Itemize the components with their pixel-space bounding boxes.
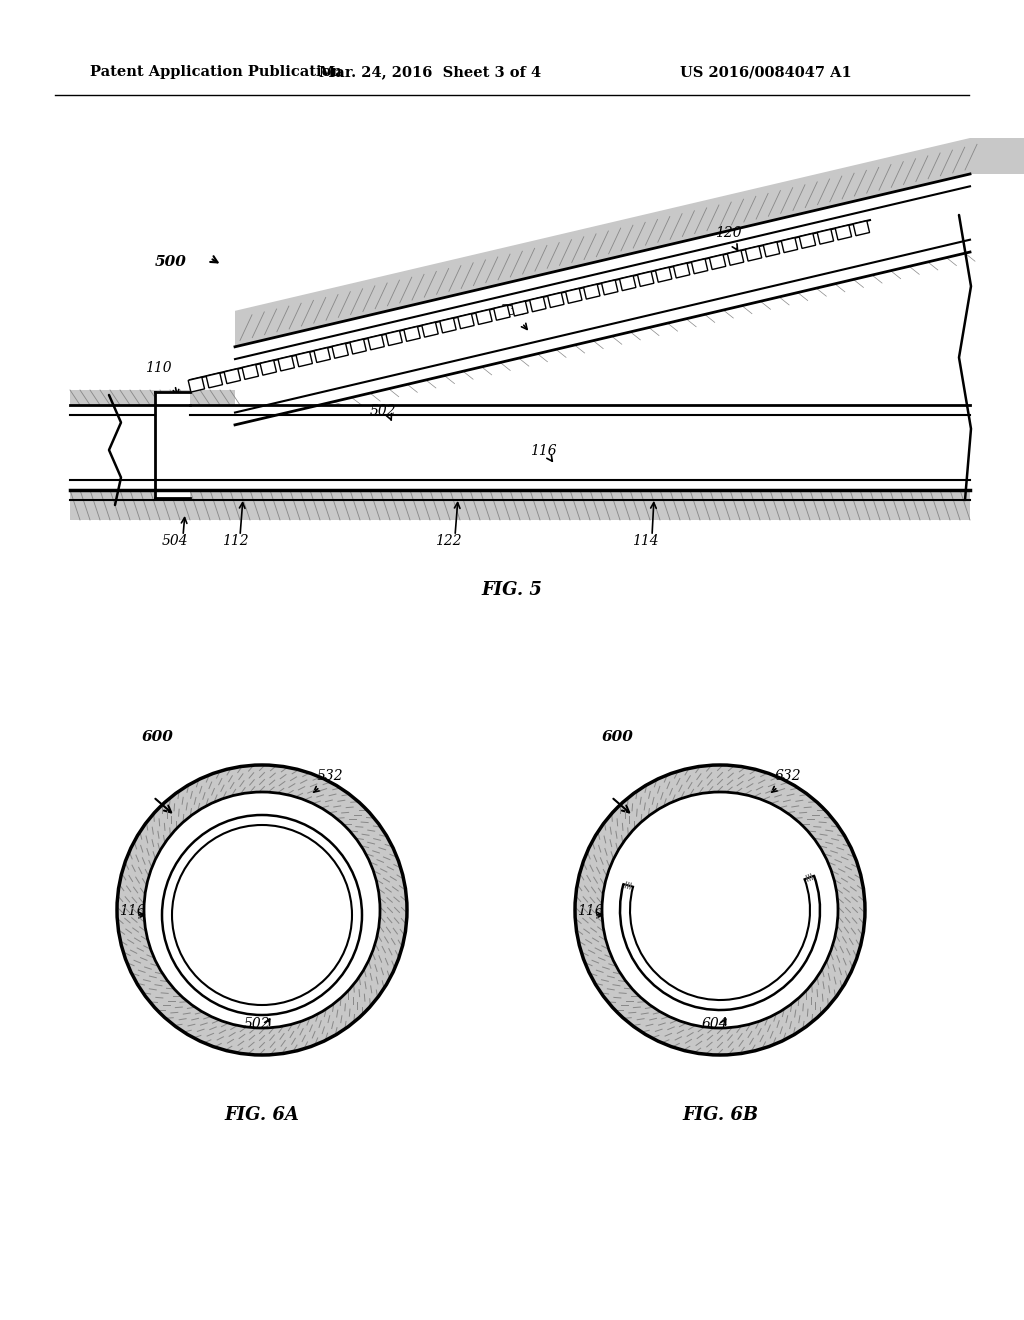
Polygon shape	[565, 289, 582, 304]
Text: 116: 116	[530, 444, 557, 458]
Text: 504: 504	[162, 535, 188, 548]
Polygon shape	[206, 374, 222, 388]
Text: 116: 116	[577, 904, 603, 917]
Polygon shape	[745, 247, 762, 261]
Polygon shape	[655, 268, 672, 282]
Polygon shape	[368, 335, 384, 350]
Text: 116: 116	[119, 904, 145, 917]
Text: 122: 122	[435, 535, 462, 548]
Polygon shape	[188, 378, 205, 392]
Circle shape	[602, 792, 838, 1028]
Text: FIG. 6B: FIG. 6B	[682, 1106, 758, 1125]
Polygon shape	[710, 255, 726, 269]
Polygon shape	[853, 220, 869, 236]
Text: FIG. 5: FIG. 5	[481, 581, 543, 599]
Circle shape	[575, 766, 865, 1055]
Text: Patent Application Publication: Patent Application Publication	[90, 65, 342, 79]
Polygon shape	[70, 490, 970, 520]
Text: FIG. 6A: FIG. 6A	[224, 1106, 299, 1125]
Polygon shape	[403, 326, 420, 342]
Text: 532: 532	[500, 304, 526, 318]
Polygon shape	[620, 276, 636, 290]
Polygon shape	[476, 310, 493, 325]
Polygon shape	[548, 293, 564, 308]
Polygon shape	[674, 263, 690, 279]
Polygon shape	[763, 242, 779, 257]
Text: 604: 604	[702, 1016, 729, 1031]
Polygon shape	[422, 322, 438, 337]
Text: 110: 110	[145, 360, 172, 375]
Text: 502: 502	[244, 1016, 270, 1031]
Polygon shape	[260, 360, 276, 375]
Polygon shape	[279, 356, 295, 371]
Polygon shape	[529, 297, 546, 312]
Polygon shape	[494, 305, 510, 321]
Circle shape	[144, 792, 380, 1028]
Polygon shape	[601, 280, 617, 294]
Polygon shape	[242, 364, 258, 379]
Polygon shape	[314, 347, 331, 363]
Text: 114: 114	[632, 535, 658, 548]
Polygon shape	[781, 238, 798, 252]
Polygon shape	[836, 224, 852, 240]
Text: 632: 632	[775, 770, 802, 783]
Polygon shape	[234, 139, 970, 347]
Text: US 2016/0084047 A1: US 2016/0084047 A1	[680, 65, 852, 79]
Polygon shape	[224, 368, 241, 384]
Polygon shape	[70, 389, 234, 405]
Polygon shape	[350, 339, 367, 354]
Circle shape	[117, 766, 407, 1055]
Text: 600: 600	[142, 730, 174, 744]
Text: Mar. 24, 2016  Sheet 3 of 4: Mar. 24, 2016 Sheet 3 of 4	[318, 65, 541, 79]
Polygon shape	[512, 301, 528, 315]
Polygon shape	[817, 230, 834, 244]
Polygon shape	[296, 352, 312, 367]
Polygon shape	[155, 392, 190, 498]
Polygon shape	[691, 259, 708, 273]
Polygon shape	[638, 272, 654, 286]
Polygon shape	[800, 234, 816, 248]
Text: 532: 532	[317, 770, 344, 783]
Polygon shape	[458, 314, 474, 329]
Polygon shape	[727, 251, 743, 265]
Text: 120: 120	[715, 226, 741, 240]
Text: 112: 112	[222, 535, 249, 548]
Text: 502: 502	[370, 404, 396, 418]
Text: 500: 500	[155, 255, 186, 269]
Polygon shape	[970, 139, 1024, 174]
Polygon shape	[439, 318, 456, 333]
Text: 600: 600	[602, 730, 634, 744]
Polygon shape	[332, 343, 348, 358]
Polygon shape	[584, 284, 600, 300]
Polygon shape	[386, 331, 402, 346]
